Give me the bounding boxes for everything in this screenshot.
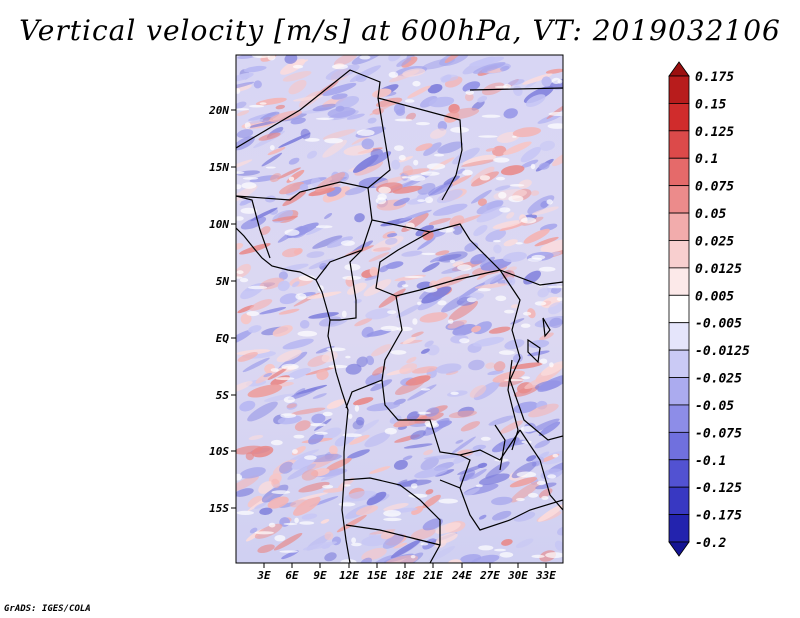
footer-credit: GrADS: IGES/COLA bbox=[4, 604, 91, 614]
lat-label: 10N bbox=[209, 218, 229, 231]
colorbar-swatch bbox=[668, 349, 690, 378]
lat-label: 10S bbox=[209, 445, 229, 458]
colorbar-swatch bbox=[668, 514, 690, 543]
colorbar-swatch bbox=[668, 212, 690, 241]
longitude-axis: 3E 6E 9E 12E 15E 18E 21E 24E 27E 30E 33E bbox=[256, 563, 556, 582]
colorbar-level-label: 0.005 bbox=[695, 289, 734, 304]
latitude-axis: 20N 15N 10N 5N EQ 5S 10S 15S bbox=[208, 104, 236, 515]
lon-label: 12E bbox=[339, 569, 359, 582]
colorbar-level-label: 0.025 bbox=[695, 235, 734, 250]
colorbar-swatch bbox=[668, 459, 690, 488]
lon-label: 9E bbox=[313, 569, 327, 582]
lon-label: 3E bbox=[256, 569, 271, 582]
colorbar-swatch bbox=[668, 75, 690, 104]
colorbar-level-label: -0.1 bbox=[695, 454, 726, 469]
colorbar-swatch bbox=[668, 404, 690, 433]
colorbar-swatch bbox=[668, 377, 690, 406]
colorbar-swatch bbox=[668, 322, 690, 351]
colorbar-level-label: -0.175 bbox=[695, 509, 742, 524]
colorbar-level-label: -0.125 bbox=[695, 481, 742, 496]
colorbar-swatch bbox=[668, 294, 690, 324]
colorbar-swatch bbox=[668, 61, 690, 77]
colorbar-level-label: -0.0125 bbox=[695, 344, 750, 359]
lat-label: 5N bbox=[216, 275, 230, 288]
colorbar-level-label: -0.005 bbox=[695, 317, 742, 332]
country-borders bbox=[236, 69, 563, 563]
colorbar-level-label: 0.05 bbox=[695, 207, 726, 222]
velocity-field bbox=[236, 55, 563, 563]
colorbar-level-label: 0.15 bbox=[695, 97, 726, 112]
colorbar-swatch bbox=[668, 157, 690, 187]
lon-label: 30E bbox=[507, 569, 528, 582]
colorbar-level-label: 0.0125 bbox=[695, 262, 742, 277]
colorbar-level-label: 0.125 bbox=[695, 125, 734, 140]
lon-label: 33E bbox=[535, 569, 556, 582]
colorbar-swatch bbox=[668, 431, 690, 461]
colorbar-level-label: 0.1 bbox=[695, 152, 718, 167]
chart-title: Vertical velocity [m/s] at 600hPa, VT: 2… bbox=[19, 14, 781, 47]
lon-label: 18E bbox=[395, 569, 415, 582]
map-frame bbox=[235, 54, 564, 564]
lat-label: 15N bbox=[209, 161, 229, 174]
lon-label: 15E bbox=[367, 569, 387, 582]
colorbar-swatch bbox=[668, 541, 690, 557]
colorbar-swatch bbox=[668, 267, 690, 296]
colorbar-level-label: -0.075 bbox=[695, 426, 742, 441]
colorbar-swatch bbox=[668, 130, 690, 159]
lon-label: 24E bbox=[451, 569, 472, 582]
lon-label: 27E bbox=[479, 569, 500, 582]
colorbar-swatch bbox=[668, 185, 690, 214]
lat-label: EQ bbox=[216, 332, 230, 345]
colorbar-level-label: -0.2 bbox=[695, 536, 726, 551]
lon-label: 6E bbox=[285, 569, 299, 582]
colorbar-level-label: 0.075 bbox=[695, 180, 734, 195]
colorbar-level-label: -0.05 bbox=[695, 399, 734, 414]
colorbar-swatch bbox=[668, 240, 690, 269]
lat-label: 20N bbox=[208, 104, 229, 117]
lon-label: 21E bbox=[422, 569, 443, 582]
colorbar: 0.175 0.15 0.125 0.1 0.075 0.05 0.025 0.0125 0.0… bbox=[668, 61, 750, 557]
lat-label: 15S bbox=[209, 502, 229, 515]
colorbar-level-label: 0.175 bbox=[695, 70, 734, 85]
colorbar-swatch bbox=[668, 486, 690, 515]
lat-label: 5S bbox=[216, 389, 230, 402]
colorbar-level-label: -0.025 bbox=[695, 372, 742, 387]
colorbar-swatch bbox=[668, 103, 690, 132]
